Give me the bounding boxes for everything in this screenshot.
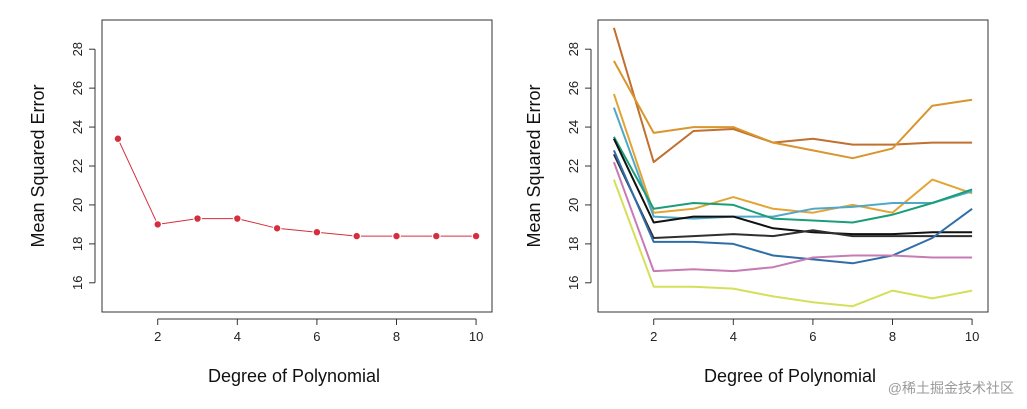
right-series-line-5 xyxy=(613,136,973,224)
left-y-tick-label: 18 xyxy=(70,237,85,251)
left-data-point xyxy=(272,223,282,233)
watermark-text: @稀土掘金技术社区 xyxy=(888,380,1014,396)
right-x-tick-label: 8 xyxy=(889,329,896,344)
left-data-point xyxy=(312,227,322,237)
right-y-tick-label: 16 xyxy=(566,276,581,290)
left-y-axis: 16 18 20 22 24 26 28 xyxy=(70,42,96,290)
left-data-point xyxy=(471,231,481,241)
left-x-tick-label: 2 xyxy=(154,329,161,344)
right-x-tick-label: 4 xyxy=(730,329,737,344)
right-series-line-8 xyxy=(612,150,973,265)
left-data-point xyxy=(431,231,441,241)
left-data-point xyxy=(392,231,401,241)
left-y-tick-label: 20 xyxy=(70,198,85,212)
right-plot-frame xyxy=(597,19,989,313)
right-series-line-6 xyxy=(612,138,973,236)
left-x-tick-label: 8 xyxy=(393,329,400,344)
right-x-tick-label: 6 xyxy=(809,329,816,344)
right-y-tick-label: 28 xyxy=(566,42,581,56)
left-x-axis-title: Degree of Polynomial xyxy=(208,366,380,386)
right-y-tick-label: 26 xyxy=(566,81,581,95)
left-x-tick-label: 10 xyxy=(469,329,483,344)
right-series-line-1 xyxy=(612,27,973,164)
right-series-line-4 xyxy=(612,107,973,220)
right-y-tick-label: 22 xyxy=(566,159,581,173)
left-x-tick-label: 4 xyxy=(234,329,241,344)
left-data-point xyxy=(193,214,202,223)
right-x-axis: 2 4 6 8 10 xyxy=(650,318,979,344)
left-y-tick-label: 26 xyxy=(70,81,85,95)
right-series-line-9 xyxy=(612,161,973,273)
right-y-tick-label: 20 xyxy=(566,198,581,212)
left-series-line-1 xyxy=(117,138,477,237)
right-y-tick-label: 18 xyxy=(566,237,581,251)
left-y-tick-label: 22 xyxy=(70,159,85,173)
left-data-point xyxy=(232,214,242,223)
right-series-line-3 xyxy=(612,93,973,214)
left-y-tick-label: 28 xyxy=(70,42,85,56)
left-data-point xyxy=(352,231,362,241)
right-series-layer xyxy=(612,27,973,308)
left-y-tick-label: 16 xyxy=(70,276,85,290)
left-x-axis: 2 4 6 8 10 xyxy=(154,318,483,344)
right-x-tick-label: 10 xyxy=(965,329,979,344)
right-series-line-7 xyxy=(612,153,973,239)
left-y-tick-label: 24 xyxy=(70,120,85,134)
left-y-axis-title: Mean Squared Error xyxy=(28,84,48,247)
left-x-tick-label: 6 xyxy=(313,329,320,344)
left-data-point xyxy=(153,219,163,229)
left-data-point xyxy=(113,134,123,144)
right-y-axis: 16 18 20 22 24 26 28 xyxy=(566,42,592,290)
right-x-tick-label: 2 xyxy=(650,329,657,344)
right-y-axis-title: Mean Squared Error xyxy=(524,84,544,247)
right-x-axis-title: Degree of Polynomial xyxy=(704,366,876,386)
right-series-line-2 xyxy=(613,60,973,160)
left-series-layer xyxy=(113,134,481,241)
right-y-tick-label: 24 xyxy=(566,120,581,134)
left-plot-frame xyxy=(101,19,493,313)
right-series-line-10 xyxy=(612,179,973,308)
